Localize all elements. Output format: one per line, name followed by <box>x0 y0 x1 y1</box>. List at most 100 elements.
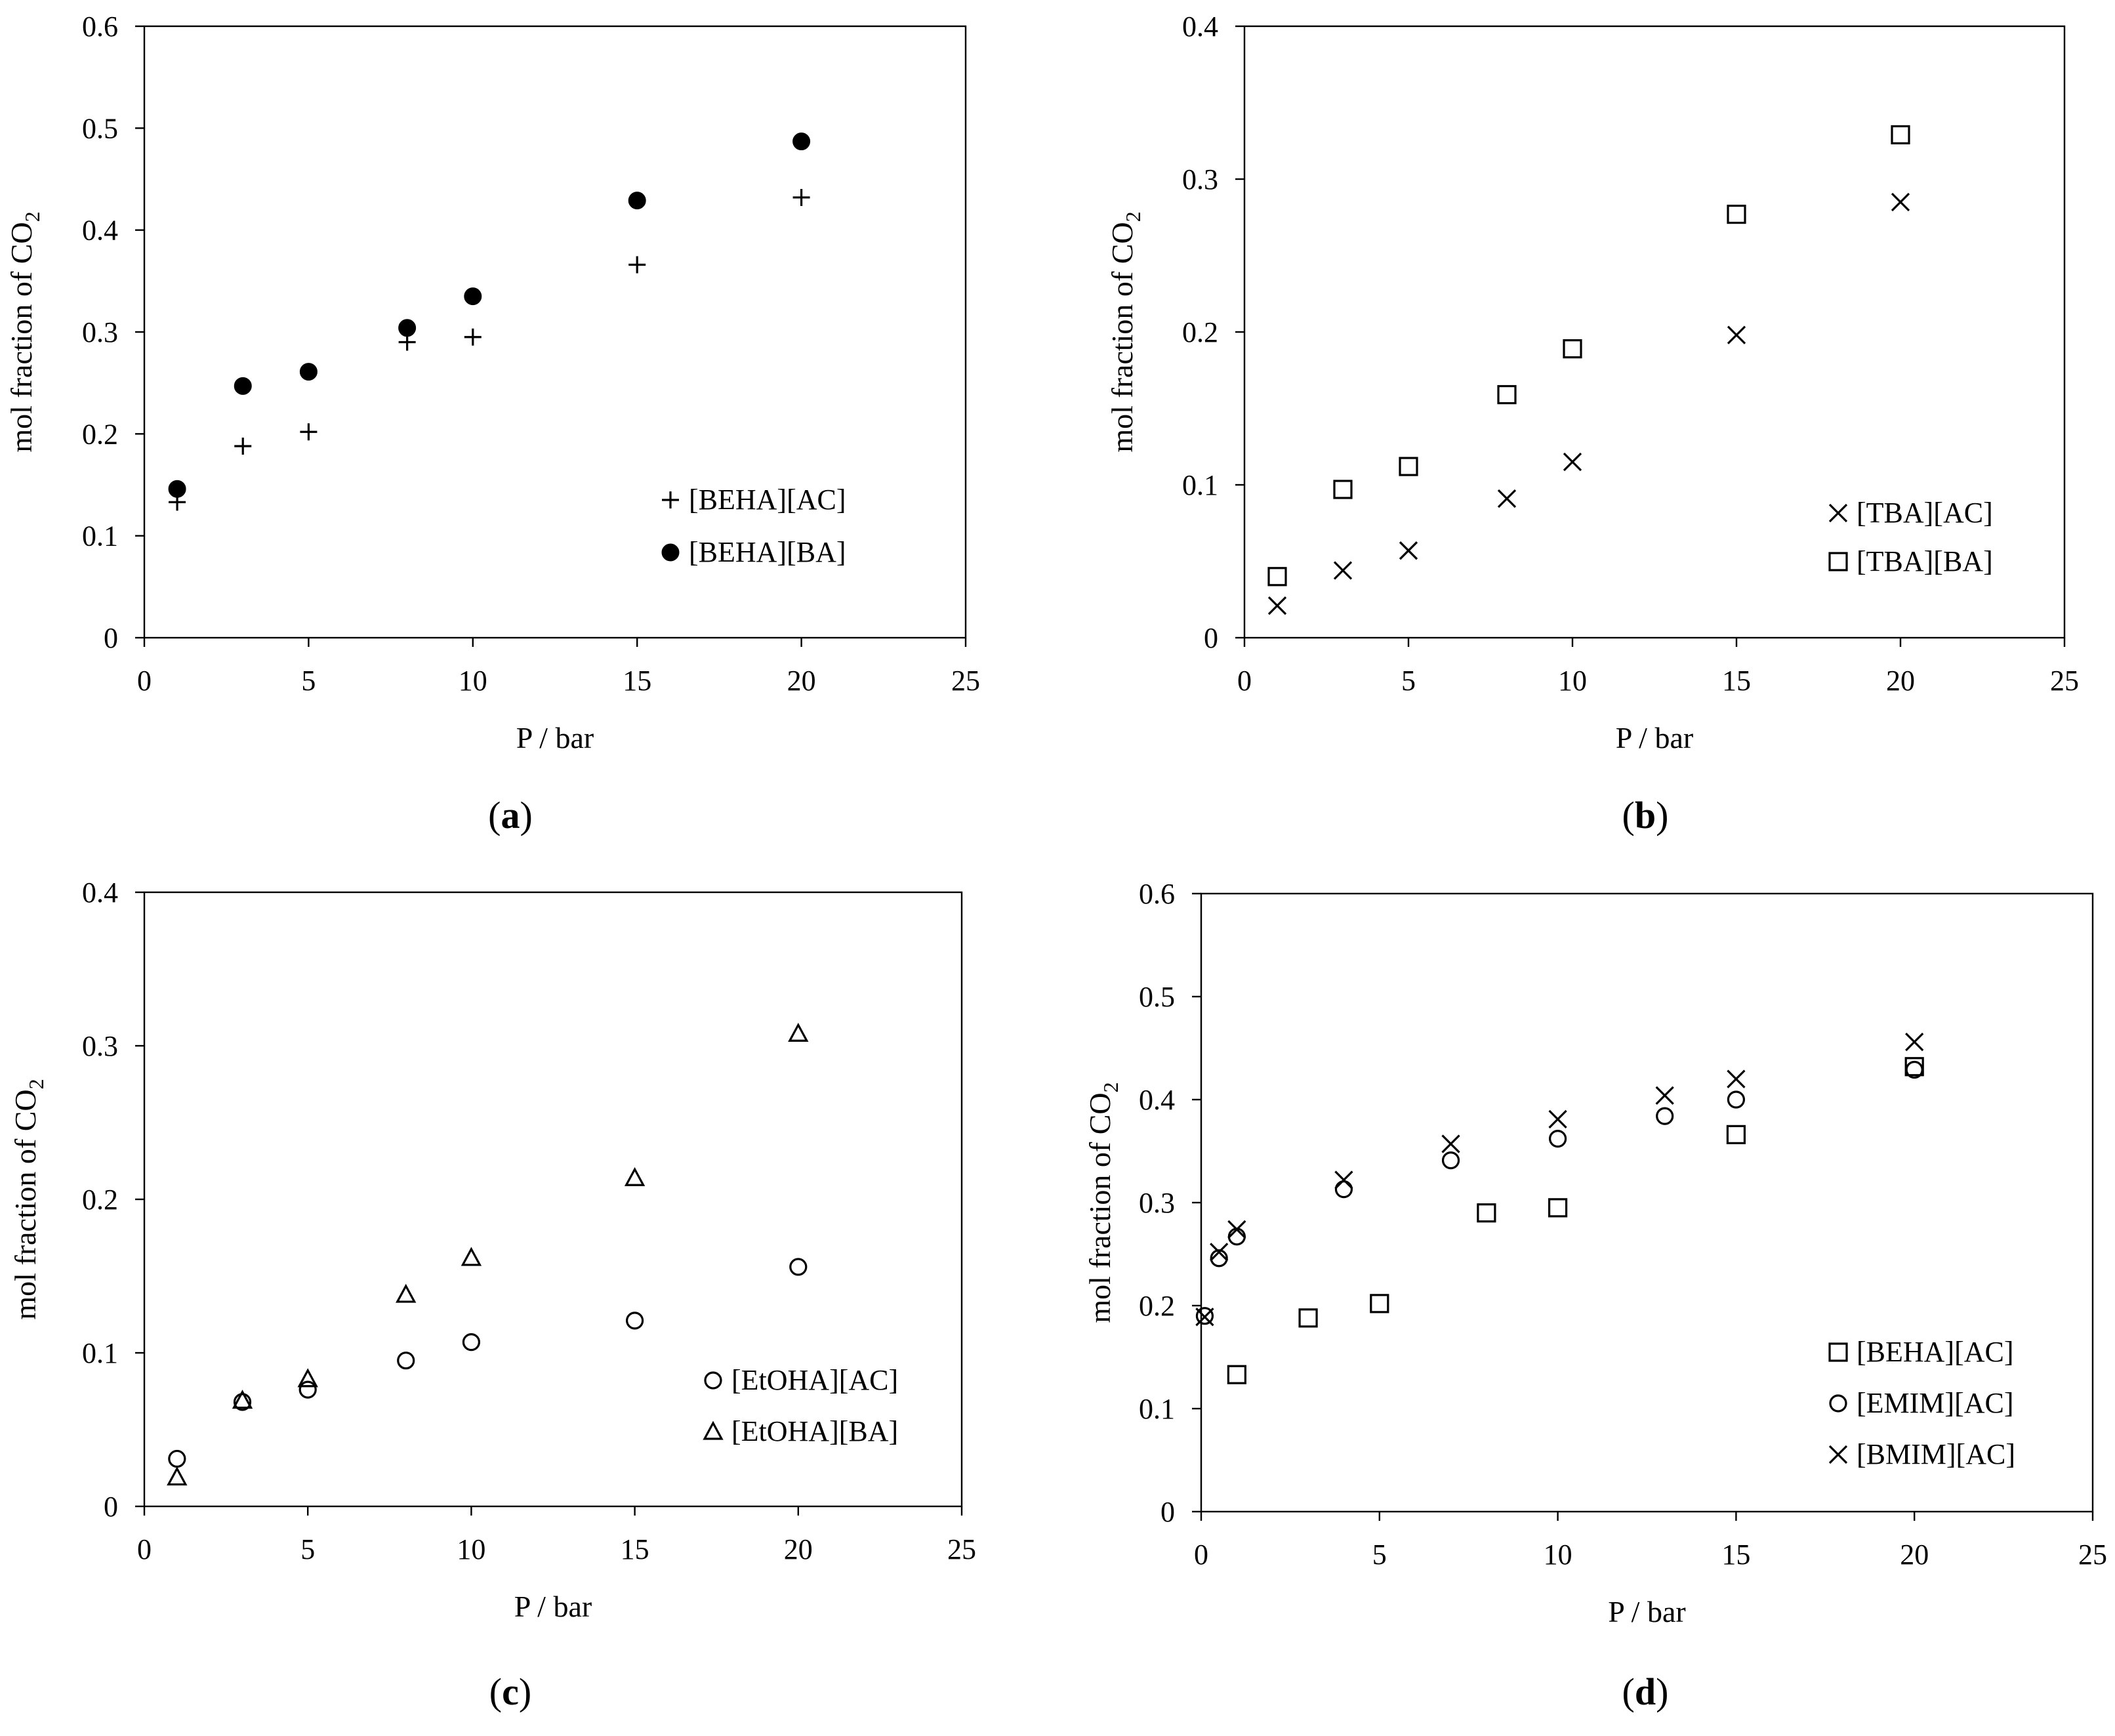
legend-label: [BEHA][AC] <box>1857 1336 2014 1368</box>
legend-label: [EMIM][AC] <box>1857 1387 2014 1419</box>
y-axis-title-subscript: 2 <box>1099 1082 1122 1092</box>
x-tick-label: 20 <box>784 1533 813 1565</box>
x-tick-label: 5 <box>1372 1539 1387 1571</box>
caption-close-paren: ) <box>1656 1670 1668 1713</box>
data-point <box>1727 204 1746 224</box>
x-tick-label: 25 <box>2078 1539 2107 1571</box>
y-tick-label: 0.4 <box>82 215 118 247</box>
x-tick-label: 15 <box>1721 1539 1750 1571</box>
legend-label: [BEHA][AC] <box>689 484 846 516</box>
data-point <box>1726 1125 1746 1144</box>
x-axis-title: P / bar <box>516 721 594 754</box>
series-[BEHA][AC] <box>1227 1057 1924 1384</box>
x-tick-label: 10 <box>1558 665 1587 697</box>
legend-label: [TBA][BA] <box>1857 545 1993 577</box>
x-tick-label: 10 <box>1544 1539 1572 1571</box>
y-tick-label: 0.4 <box>1182 10 1218 43</box>
y-axis-title-subscript: 2 <box>24 1079 48 1089</box>
y-tick-label: 0.4 <box>1139 1084 1175 1116</box>
data-point <box>1904 1057 1924 1077</box>
data-point <box>1334 1170 1353 1189</box>
caption-close-paren: ) <box>519 1670 531 1713</box>
data-point <box>1195 1308 1214 1327</box>
caption-close-paren: ) <box>1656 794 1668 837</box>
data-point <box>1210 1243 1229 1262</box>
data-point <box>1441 1151 1460 1170</box>
data-point <box>624 1167 646 1186</box>
x-tick-label: 5 <box>301 665 316 697</box>
series-[BMIM][AC] <box>1195 1032 1924 1327</box>
y-tick-label: 0.3 <box>1139 1187 1175 1219</box>
data-point <box>396 1283 417 1303</box>
legend-marker <box>661 543 680 562</box>
caption-letter: c <box>502 1670 519 1713</box>
data-point <box>1497 489 1517 508</box>
series-[BEHA][BA] <box>168 133 811 498</box>
data-point <box>628 192 646 210</box>
y-tick-label: 0.4 <box>82 877 118 909</box>
series-[TBA][AC] <box>1267 192 1910 615</box>
x-tick-label: 5 <box>300 1533 315 1565</box>
y-tick-label: 0.5 <box>82 112 118 144</box>
caption-open-paren: ( <box>488 794 501 837</box>
data-point <box>1727 1069 1746 1088</box>
y-tick-label: 0 <box>1160 1496 1175 1528</box>
x-tick-label: 15 <box>623 665 651 697</box>
caption-open-paren: ( <box>1622 1670 1635 1713</box>
data-point <box>1441 1134 1460 1153</box>
data-point <box>1370 1294 1389 1313</box>
y-axis-title: mol fraction of CO2 <box>1083 1082 1122 1323</box>
data-point <box>625 1312 644 1330</box>
legend-label: [EtOHA][BA] <box>731 1415 898 1447</box>
caption-open-paren: ( <box>1622 794 1635 837</box>
y-tick-label: 0.2 <box>1139 1290 1175 1322</box>
data-point <box>1655 1086 1674 1105</box>
legend-label: [TBA][AC] <box>1857 497 1993 529</box>
x-tick-label: 25 <box>951 665 980 697</box>
x-tick-label: 20 <box>1900 1539 1929 1571</box>
legend-label: [EtOHA][AC] <box>731 1364 898 1396</box>
y-axis-title-subscript: 2 <box>1121 211 1145 222</box>
data-point <box>234 437 252 455</box>
y-tick-label: 0 <box>1204 622 1218 654</box>
data-point <box>1905 1032 1924 1052</box>
x-tick-label: 20 <box>787 665 816 697</box>
data-point <box>1195 1307 1214 1325</box>
legend-marker <box>1828 552 1848 571</box>
data-point <box>297 1368 318 1388</box>
data-point <box>298 1380 317 1399</box>
data-point <box>1399 457 1418 476</box>
legend: [BEHA][AC] [BEHA][BA] <box>661 484 846 568</box>
chart-c: 0 5 10 15 20 25 0 0.1 0.2 0.3 0.4 P / bar mol fracti… <box>9 877 976 1713</box>
x-tick-label: 0 <box>137 665 152 697</box>
x-tick-label: 10 <box>457 1533 485 1565</box>
data-point <box>1548 1198 1568 1218</box>
data-point <box>464 328 482 346</box>
panel-caption: (b) <box>1622 794 1669 837</box>
data-point <box>398 319 417 337</box>
y-tick-label: 0 <box>104 622 118 654</box>
y-tick-label: 0.3 <box>82 316 118 348</box>
data-point <box>1477 1203 1496 1223</box>
data-point <box>1333 480 1353 499</box>
data-point <box>464 287 482 306</box>
data-point <box>1227 1365 1246 1384</box>
data-point <box>461 1247 482 1266</box>
chart-b: 0 5 10 15 20 25 0 0.1 0.2 0.3 0.4 P / bar mol fracti… <box>1105 10 2079 837</box>
y-axis-title-subscript: 2 <box>20 211 44 222</box>
y-axis-title-main: mol fraction of CO <box>5 222 38 452</box>
data-point <box>792 133 811 151</box>
x-tick-label: 0 <box>1194 1539 1208 1571</box>
data-point <box>1727 1090 1745 1109</box>
data-point <box>397 1352 415 1370</box>
y-axis-title: mol fraction of CO2 <box>1105 211 1145 452</box>
data-point <box>1333 561 1353 580</box>
data-point <box>1891 125 1910 145</box>
data-point <box>168 480 186 498</box>
y-tick-label: 0.6 <box>82 10 118 43</box>
caption-letter: b <box>1635 794 1656 837</box>
y-tick-label: 0.1 <box>1182 469 1218 501</box>
caption-open-paren: ( <box>489 1670 502 1713</box>
x-tick-label: 5 <box>1401 665 1416 697</box>
